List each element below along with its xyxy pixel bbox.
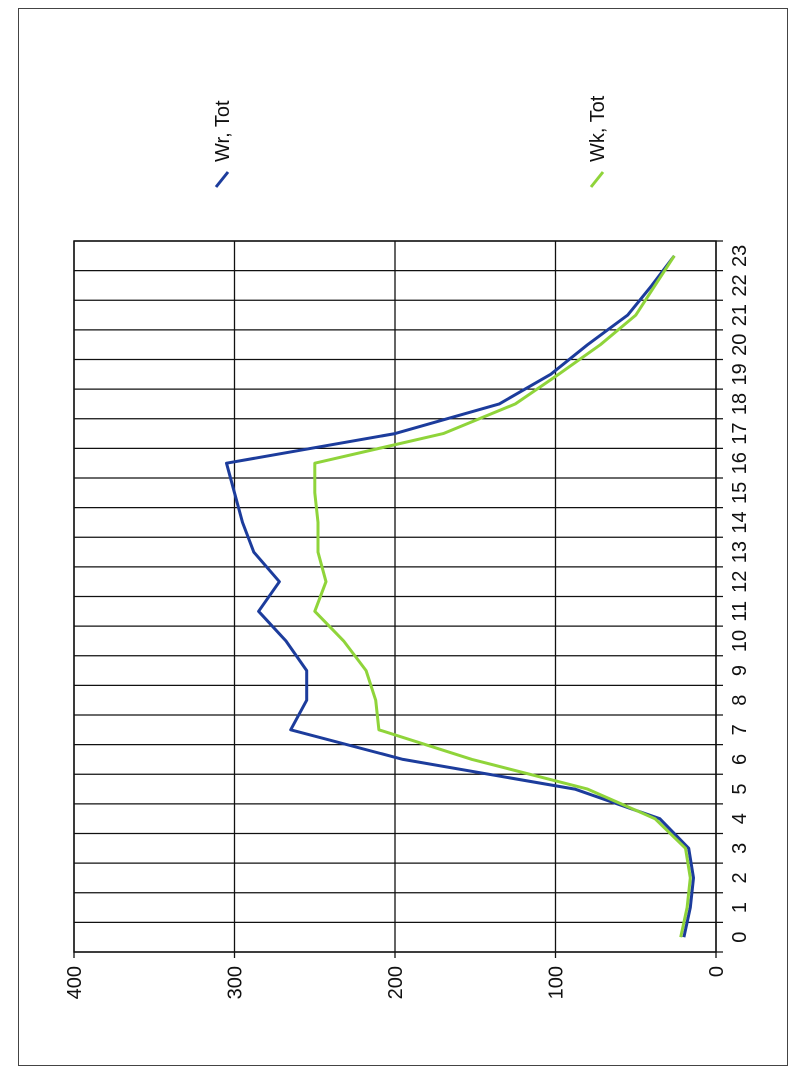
category-tick-label: 10 bbox=[729, 630, 751, 652]
legend-label-wr: Wr, Tot bbox=[212, 100, 234, 162]
category-tick-label: 3 bbox=[729, 843, 751, 854]
category-tick-label: 21 bbox=[729, 304, 751, 326]
legend-entry-wr: Wr, Tot bbox=[212, 100, 234, 188]
category-tick-label: 22 bbox=[729, 274, 751, 296]
legend-swatch-wk bbox=[589, 171, 605, 188]
category-tick-label: 5 bbox=[729, 784, 751, 795]
value-tick-label: 300 bbox=[225, 966, 247, 999]
category-tick-label: 13 bbox=[729, 541, 751, 563]
legend-entry-wk: Wk, Tot bbox=[587, 95, 609, 188]
series-line bbox=[313, 254, 692, 938]
category-tick-label: 4 bbox=[729, 813, 751, 824]
series-lines bbox=[225, 254, 695, 938]
category-tick-label: 12 bbox=[729, 571, 751, 593]
category-tick-label: 18 bbox=[729, 393, 751, 415]
category-tick-label: 19 bbox=[729, 363, 751, 385]
axes: 0100200300400012345678910111213141516171… bbox=[64, 245, 751, 1000]
value-tick-label: 200 bbox=[385, 966, 407, 999]
category-tick-label: 6 bbox=[729, 754, 751, 765]
category-tick-label: 20 bbox=[729, 334, 751, 356]
category-tick-label: 14 bbox=[729, 511, 751, 533]
value-tick-label: 400 bbox=[64, 966, 86, 999]
category-tick-label: 2 bbox=[729, 872, 751, 883]
series-line bbox=[225, 254, 695, 938]
line-chart: 0100200300400012345678910111213141516171… bbox=[64, 95, 751, 1000]
plot-grid bbox=[73, 240, 723, 958]
category-tick-label: 0 bbox=[729, 932, 751, 943]
category-tick-label: 16 bbox=[729, 452, 751, 474]
category-tick-label: 17 bbox=[729, 422, 751, 444]
legend-label-wk: Wk, Tot bbox=[587, 95, 609, 162]
category-tick-label: 9 bbox=[729, 665, 751, 676]
legend-swatch-wr bbox=[214, 171, 230, 188]
legend: Wr, Tot Wk, Tot bbox=[212, 95, 609, 188]
chart-frame: 0 100 200 300 400 0 1 2 3 4 5 6 7 8 9 10 11 12 13 14 15 16 17 1… bbox=[18, 8, 788, 1066]
category-tick-label: 1 bbox=[729, 902, 751, 913]
category-tick-label: 23 bbox=[729, 245, 751, 267]
category-tick-label: 7 bbox=[729, 724, 751, 735]
category-tick-label: 8 bbox=[729, 695, 751, 706]
value-tick-label: 100 bbox=[546, 966, 568, 999]
category-tick-label: 11 bbox=[729, 601, 751, 622]
value-tick-label: 0 bbox=[706, 966, 728, 977]
category-tick-label: 15 bbox=[729, 482, 751, 504]
